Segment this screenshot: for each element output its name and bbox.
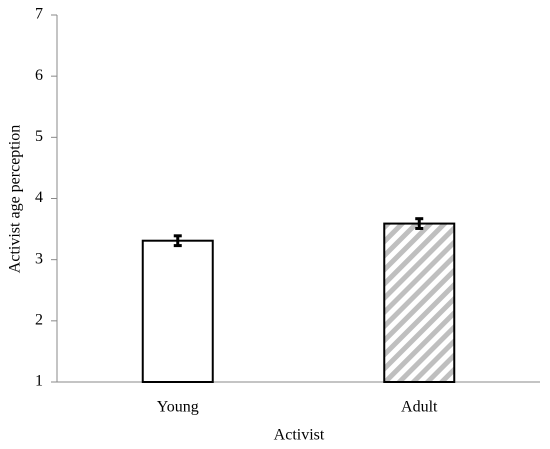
error-bar: [173, 234, 182, 248]
x-tick-label: Young: [157, 399, 199, 416]
y-tick-label: 4: [35, 189, 43, 206]
y-tick-label: 1: [35, 373, 43, 390]
y-tick-label: 7: [35, 6, 43, 23]
y-tick-label: 6: [35, 67, 43, 84]
y-tick-label: 3: [35, 250, 43, 267]
x-axis-title: Activist: [274, 427, 325, 444]
y-tick-label: 5: [35, 128, 43, 145]
error-bar: [415, 217, 424, 230]
y-axis-title: Activist age perception: [7, 125, 24, 273]
bar: [383, 222, 456, 383]
bar: [141, 239, 214, 383]
x-tick-label: Adult: [401, 399, 438, 416]
y-tick-label: 2: [35, 312, 43, 329]
